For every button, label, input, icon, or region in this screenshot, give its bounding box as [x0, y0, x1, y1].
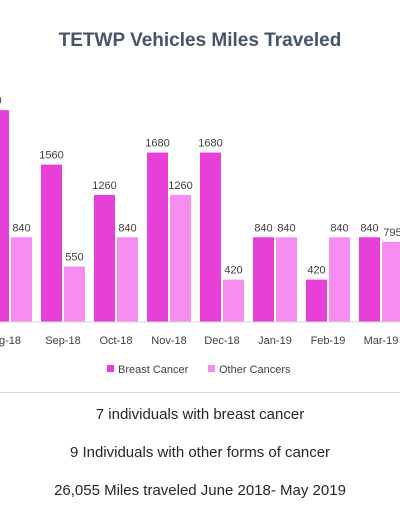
data-label-breast-cancer-nov-18: 1680 [145, 138, 169, 150]
legend-swatch-other-cancers [208, 365, 215, 372]
bar-breast-cancer-nov-18 [147, 152, 168, 322]
data-label-other-cancers-mar-19: 795 [383, 227, 400, 239]
bar-breast-cancer-dec-18 [200, 152, 221, 322]
data-label-other-cancers-dec-18: 420 [224, 265, 242, 277]
chart-panel: TETWP Vehicles Miles Traveled 0 840 1560 55… [0, 30, 400, 393]
data-label-other-cancers-sep-18: 550 [65, 252, 83, 264]
bar-other-cancers-nov-18 [170, 194, 191, 322]
x-tick-label-mar-19: Mar-19 [364, 335, 399, 347]
bar-other-cancers-feb-19 [329, 237, 350, 322]
data-label-other-cancers-nov-18: 1260 [168, 180, 192, 192]
summary-panel: 7 individuals with breast cancer 9 Indiv… [0, 392, 400, 516]
data-labels-group: 0 840 1560 550 1260 840 1680 1260 1680 420 840 840 4… [0, 95, 400, 276]
x-tick-label-feb-19: Feb-19 [311, 335, 346, 347]
x-tick-label-aug-18: g-18 [0, 335, 21, 347]
summary-miles-traveled: 26,055 Miles traveled June 2018- May 201… [54, 482, 346, 499]
chart-title: TETWP Vehicles Miles Traveled [59, 30, 342, 51]
data-label-other-cancers-jan-19: 840 [277, 222, 295, 234]
bar-breast-cancer-feb-19 [306, 279, 327, 322]
bar-breast-cancer-sep-18 [41, 164, 62, 322]
data-label-other-cancers-feb-19: 840 [330, 222, 348, 234]
bar-other-cancers-dec-18 [223, 279, 244, 322]
bar-breast-cancer-oct-18 [94, 194, 115, 322]
summary-breast-cancer-count: 7 individuals with breast cancer [95, 406, 305, 423]
x-tick-label-sep-18: Sep-18 [45, 335, 80, 347]
bar-other-cancers-sep-18 [64, 266, 85, 322]
bars-group [0, 110, 400, 322]
bar-breast-cancer-aug-18 [0, 110, 9, 322]
x-tick-label-dec-18: Dec-18 [204, 335, 239, 347]
legend-swatch-breast-cancer [107, 365, 114, 372]
bar-other-cancers-jan-19 [276, 237, 297, 322]
summary-other-cancer-count: 9 Individuals with other forms of cancer [69, 444, 331, 461]
legend-label-breast-cancer: Breast Cancer [118, 364, 189, 376]
bar-other-cancers-oct-18 [117, 237, 138, 322]
data-label-breast-cancer-sep-18: 1560 [39, 150, 63, 162]
data-label-breast-cancer-jan-19: 840 [254, 222, 272, 234]
x-tick-label-oct-18: Oct-18 [99, 335, 132, 347]
data-label-breast-cancer-oct-18: 1260 [92, 180, 116, 192]
x-tick-label-jan-19: Jan-19 [258, 335, 292, 347]
data-label-breast-cancer-aug-18: 0 [0, 95, 2, 107]
data-label-other-cancers-oct-18: 840 [118, 222, 136, 234]
bar-breast-cancer-jan-19 [253, 237, 274, 322]
miles-traveled-chart: TETWP Vehicles Miles Traveled 0 840 1560 55… [0, 30, 400, 376]
bar-breast-cancer-mar-19 [359, 237, 380, 322]
x-tick-label-nov-18: Nov-18 [151, 335, 186, 347]
data-label-other-cancers-aug-18: 840 [12, 222, 30, 234]
data-label-breast-cancer-mar-19: 840 [360, 222, 378, 234]
legend-label-other-cancers: Other Cancers [219, 364, 291, 376]
data-label-breast-cancer-dec-18: 1680 [198, 138, 222, 150]
data-label-breast-cancer-feb-19: 420 [307, 265, 325, 277]
bar-other-cancers-aug-18 [11, 237, 32, 322]
legend: Breast Cancer Other Cancers [107, 364, 291, 376]
bar-other-cancers-mar-19 [382, 241, 400, 322]
x-tick-labels-group: g-18 Sep-18 Oct-18 Nov-18 Dec-18 Jan-19 Feb-19… [0, 335, 398, 347]
